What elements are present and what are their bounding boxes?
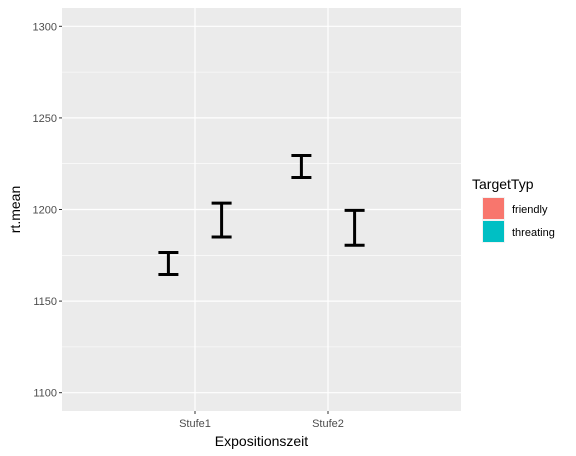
y-tick-label: 1200 [33,205,57,217]
errorbar-threating-Stufe2 [344,208,365,247]
errorbar-friendly-Stufe1 [158,251,179,277]
legend-swatch-friendly [483,198,504,219]
errorbars [158,153,365,277]
grid [62,8,461,411]
y-tick-label: 1100 [33,388,57,400]
legend-label-threating: threating [512,227,555,239]
y-tick-label: 1150 [33,296,57,308]
x-axis-title: Expositionszeit [215,433,308,449]
y-axis: 1100 1150 1200 1250 1300 [33,21,62,400]
y-tick-label: 1300 [33,21,57,33]
legend: TargetTyp friendly threating [472,176,555,243]
y-tick-label: 1250 [33,113,57,125]
legend-swatch-threating [483,221,504,242]
x-axis: Stufe1 Stufe2 [179,411,344,430]
legend-title: TargetTyp [472,176,534,192]
x-tick-label: Stufe1 [179,418,211,430]
errorbar-friendly-Stufe2 [291,153,312,179]
y-axis-title: rt.mean [7,186,23,233]
legend-label-friendly: friendly [512,204,548,216]
x-tick-label: Stufe2 [312,418,344,430]
errorbar-threating-Stufe1 [211,201,232,239]
